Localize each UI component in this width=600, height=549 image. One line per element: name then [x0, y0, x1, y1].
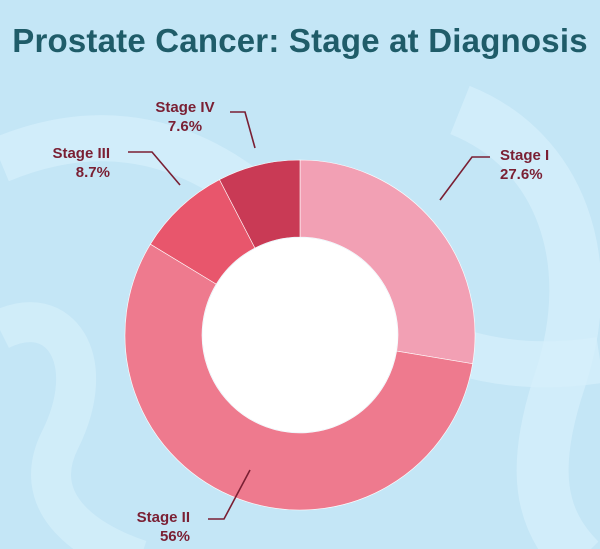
- donut-slice-stage-i: [299, 159, 476, 365]
- slice-label-stage-iv: Stage IV: [155, 99, 214, 116]
- leader-line-stage-i: [439, 156, 490, 201]
- slice-label-stage-iii: Stage III: [52, 145, 110, 162]
- leader-line-stage-iii: [128, 151, 181, 186]
- leader-line-stage-ii: [208, 469, 251, 520]
- donut-slice-stage-iv: [219, 159, 301, 249]
- slice-label-stage-ii: Stage II: [137, 509, 190, 526]
- slice-value-stage-ii: 56%: [160, 528, 190, 545]
- slice-value-stage-iii: 8.7%: [76, 164, 110, 181]
- slice-value-stage-iv: 7.6%: [168, 118, 202, 135]
- slice-value-stage-i: 27.6%: [500, 166, 543, 183]
- leader-line-stage-iv: [230, 111, 256, 149]
- chart-title: Prostate Cancer: Stage at Diagnosis: [12, 22, 588, 59]
- donut-slice-stage-ii: [124, 243, 473, 511]
- slice-label-stage-i: Stage I: [500, 147, 549, 164]
- donut-hole: [202, 237, 398, 433]
